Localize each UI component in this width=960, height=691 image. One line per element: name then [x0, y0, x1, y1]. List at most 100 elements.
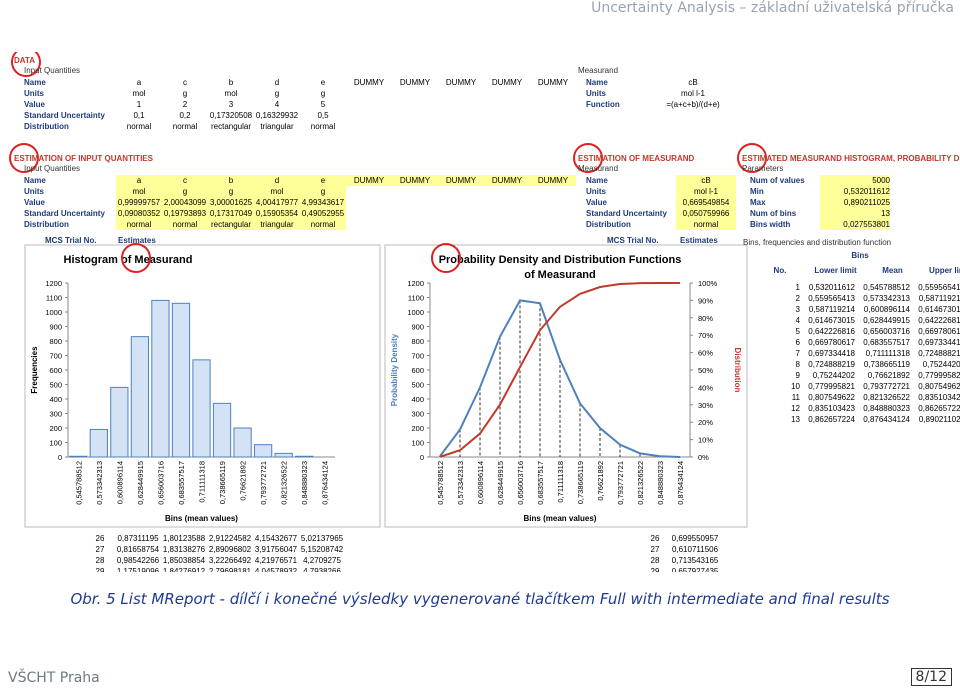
cell: normal: [310, 122, 336, 131]
cell: 1: [795, 283, 800, 292]
column-label: MCS Trial No.: [607, 236, 659, 245]
cell: 4,15432677: [254, 534, 298, 543]
x-tick-label: 0,76621892: [596, 461, 605, 501]
y-axis-label: Frequencies: [30, 346, 39, 394]
bar: [253, 444, 273, 458]
cell: 10: [791, 382, 800, 391]
cell: d: [274, 78, 280, 87]
section-title: ESTIMATION OF INPUT QUANTITIES: [14, 154, 153, 163]
cell: 0,614673015: [918, 305, 960, 314]
cell: 0,657927435: [671, 567, 719, 572]
row-label: Name: [586, 78, 608, 87]
cell: g: [300, 186, 346, 197]
cell: g: [320, 89, 326, 98]
cell: 0,669549854: [676, 197, 736, 208]
row-label: Distribution: [24, 122, 69, 131]
series-line: [439, 282, 680, 458]
row-label: Num of values: [750, 176, 805, 185]
row-label: Standard Uncertainty: [24, 111, 105, 120]
cell: 26: [650, 534, 660, 543]
bar: [212, 402, 232, 458]
cell: 0,532011612: [808, 283, 855, 292]
cell: 29: [650, 567, 660, 572]
row-label: Distribution: [24, 220, 69, 229]
x-tick-label: 0,683557517: [536, 461, 545, 505]
cell: 4,2709275: [303, 556, 341, 565]
y-tick-label: 700: [411, 352, 424, 361]
cell: 4: [795, 316, 800, 325]
cell: 7: [795, 349, 800, 358]
y-tick-label: 1100: [408, 294, 424, 303]
cell: 3,91756047: [254, 545, 298, 554]
header-title: Uncertainty Analysis – základní uživatel…: [591, 0, 954, 16]
cell: 13: [791, 415, 800, 424]
cell: 1: [136, 100, 142, 109]
cell: 0,835103423: [918, 393, 960, 402]
cell: mol l-1: [680, 89, 705, 98]
cell: mol: [254, 186, 300, 197]
section-title: ESTIMATION OF MEASURAND: [578, 154, 695, 163]
cell: 0,75244202: [922, 360, 960, 369]
y-tick-label: 0: [58, 453, 62, 462]
x-tick-label: 0,683557517: [177, 461, 186, 505]
cell: 5,15208742: [300, 545, 344, 554]
row-label: Distribution: [586, 220, 631, 229]
cell: 0,600896114: [863, 305, 910, 314]
cell: normal: [162, 219, 208, 230]
series-line: [439, 299, 681, 458]
x-tick-label: 0,656003716: [516, 461, 525, 505]
cell: g: [208, 186, 254, 197]
x-tick-label: 0,711111318: [556, 461, 565, 503]
cell: 0,724888219: [918, 349, 960, 358]
y2-tick-label: 100%: [698, 279, 718, 288]
cell: 0,835103423: [808, 404, 855, 413]
cell: 0,5: [317, 111, 329, 120]
cell: normal: [300, 219, 346, 230]
cell: 1,80123588: [162, 534, 206, 543]
y2-tick-label: 60%: [698, 349, 713, 358]
highlight-circle: [9, 143, 39, 173]
cell: a: [116, 175, 162, 186]
row-label: Value: [586, 198, 607, 207]
cell: 4,21976571: [254, 556, 298, 565]
cell: 12: [791, 404, 800, 413]
x-tick-label: 0,738665119: [576, 461, 585, 504]
y-tick-label: 1000: [45, 308, 62, 317]
cell: 2,00043099: [162, 197, 208, 208]
cell: 0,532011612: [820, 186, 890, 197]
section-title: ESTIMATED MEASURAND HISTOGRAM, PROBABILI…: [742, 154, 960, 163]
chart-frame: [384, 244, 748, 528]
y-tick-label: 600: [411, 366, 424, 375]
bar: [151, 299, 170, 458]
cell: 0,19793893: [162, 208, 208, 219]
cell: 0,656003716: [863, 327, 910, 336]
cell: 0,17320508: [209, 111, 253, 120]
x-tick-label: 0,545788512: [74, 461, 83, 505]
highlight-circle: [431, 243, 461, 273]
y2-tick-label: 70%: [698, 331, 713, 340]
cell: c: [183, 78, 187, 87]
bar: [233, 427, 252, 458]
x-tick-label: 0,848880323: [300, 461, 309, 505]
x-tick-label: 0,600896114: [476, 461, 485, 504]
cell: 2: [795, 294, 800, 303]
cell: 0,2: [179, 111, 191, 120]
y2-axis-label: Distribution: [733, 348, 742, 393]
bar: [110, 386, 129, 458]
x-tick-label: 0,848880323: [656, 461, 665, 505]
annotations: [9, 52, 767, 273]
cell: DUMMY: [399, 78, 431, 87]
x-tick-label: 0,711111318: [198, 461, 207, 503]
cell: 0,724888219: [808, 360, 855, 369]
cell: 0,628449915: [863, 316, 910, 325]
section-subtitle: Measurand: [578, 66, 619, 75]
cell: DUMMY: [530, 175, 576, 186]
highlight-circle: [11, 52, 41, 77]
cell: 0,610711506: [671, 545, 719, 554]
cell: 0,87311195: [117, 534, 159, 543]
cell: 0,862657224: [808, 415, 855, 424]
cell: 4,00417977: [254, 197, 300, 208]
cell: mol l-1: [676, 186, 736, 197]
x-tick-label: 0,573342313: [456, 461, 465, 505]
cell: 0,587119214: [918, 294, 960, 303]
